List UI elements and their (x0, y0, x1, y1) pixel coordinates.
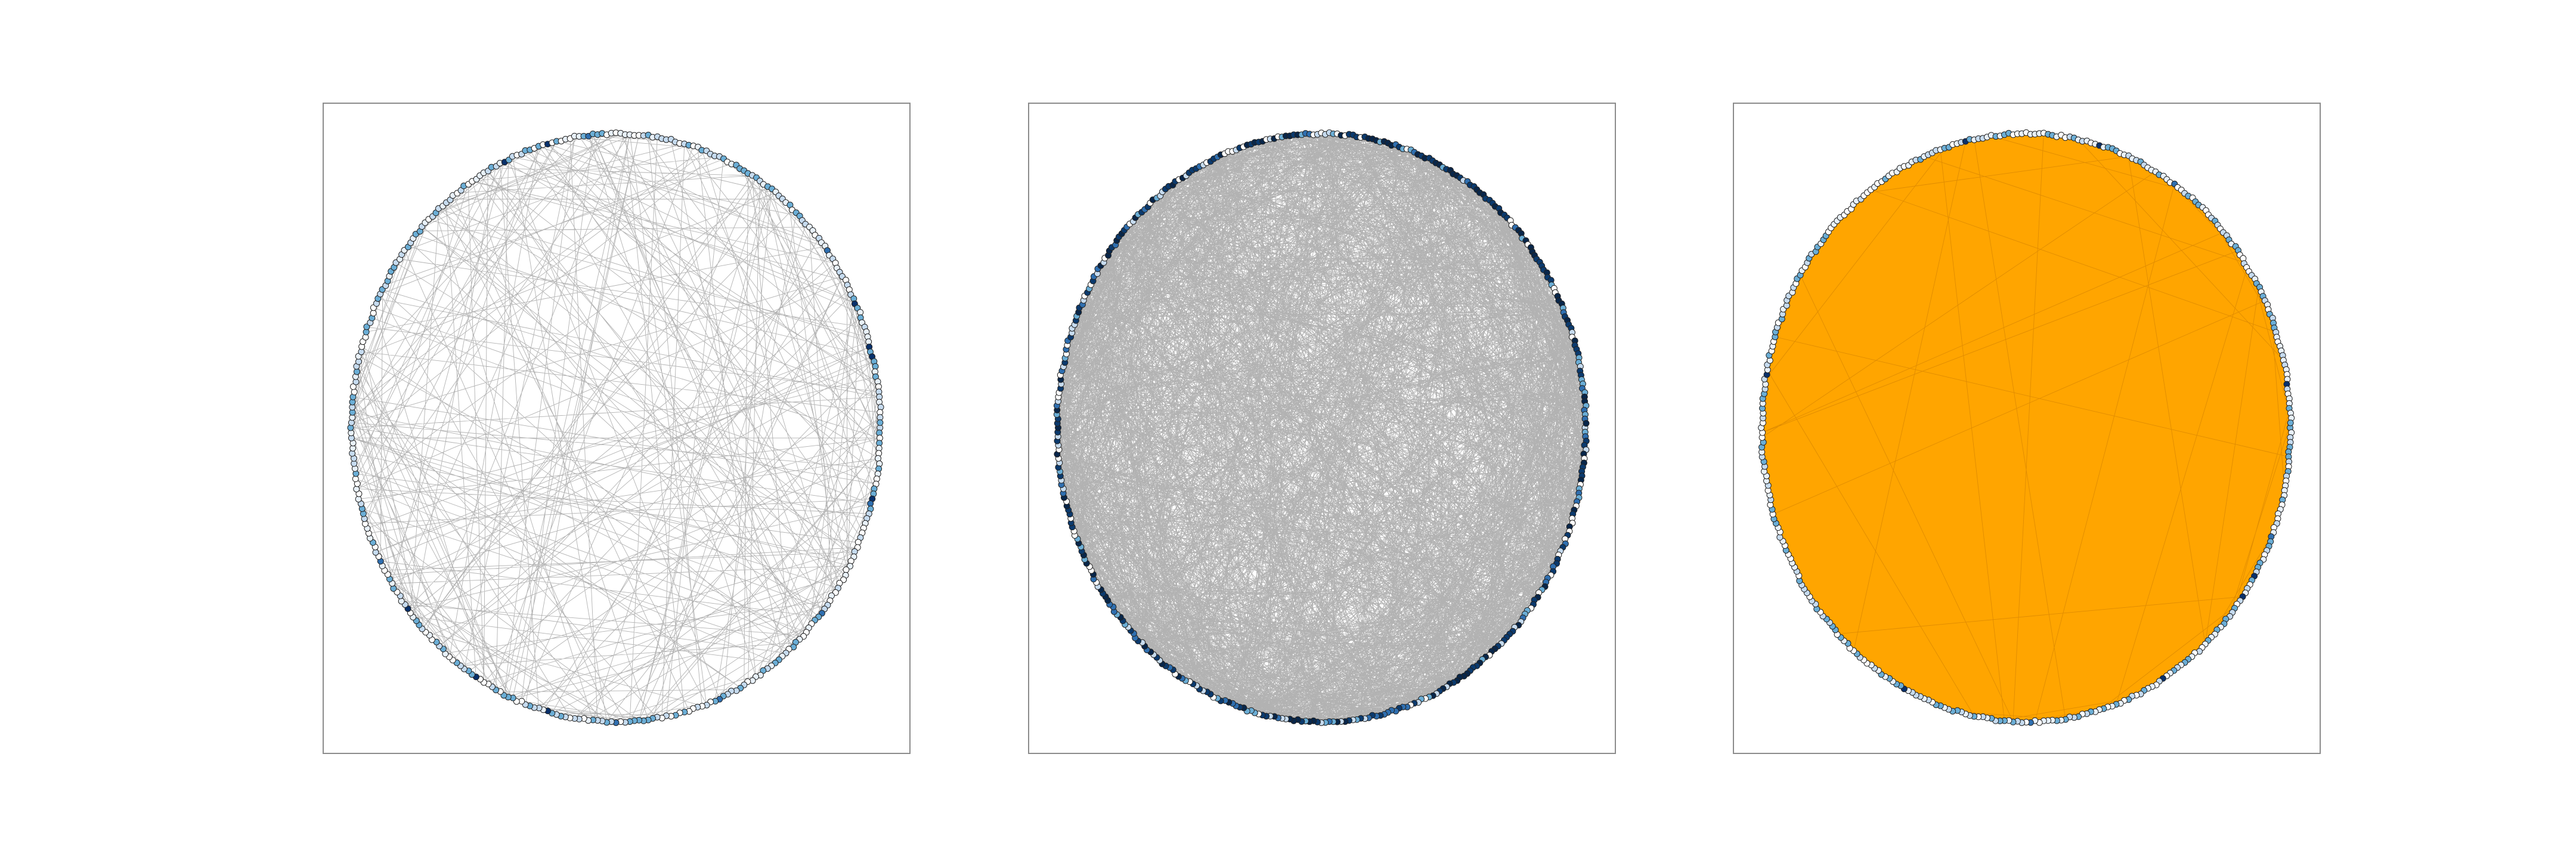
graph-edges (1057, 133, 1586, 722)
filled-network-graph (1758, 129, 2295, 726)
network-fill-disk (1761, 134, 2291, 722)
network-node (353, 486, 360, 493)
network-panel-dense (1028, 103, 1616, 754)
network-node (867, 500, 874, 507)
network-node (355, 496, 362, 503)
network-node (398, 598, 405, 605)
network-node (1583, 420, 1590, 427)
graph-nodes (1053, 129, 1590, 726)
graph-nodes (347, 129, 884, 726)
network-node (857, 309, 864, 316)
network-node (353, 368, 360, 375)
graph-fill (1761, 134, 2291, 722)
sparse-network-graph (347, 129, 884, 726)
network-node (349, 383, 357, 390)
network-node (875, 455, 881, 462)
network-node (372, 549, 379, 556)
network-panel-sparse (323, 103, 911, 754)
network-node (351, 388, 358, 395)
network-node (877, 419, 884, 426)
graph-nodes (1758, 129, 2295, 726)
network-edges (1057, 133, 1586, 722)
network-panel-filled (1733, 103, 2321, 754)
network-node (843, 566, 850, 573)
network-node (370, 310, 377, 317)
network-node (2287, 419, 2294, 427)
network-node (363, 323, 370, 330)
dense-network-graph (1053, 129, 1590, 726)
